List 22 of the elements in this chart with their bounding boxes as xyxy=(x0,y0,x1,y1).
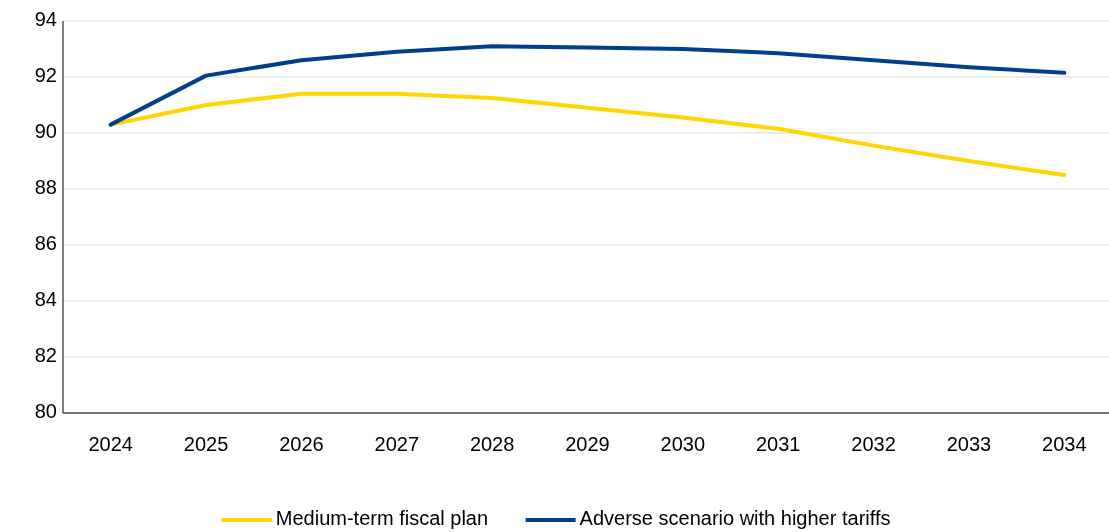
x-tick-label: 2026 xyxy=(279,433,324,455)
legend-label: Adverse scenario with higher tariffs xyxy=(579,507,891,530)
y-tick-label: 86 xyxy=(34,232,57,255)
x-tick-label: 2033 xyxy=(946,433,992,455)
x-tick-label: 2025 xyxy=(183,433,229,455)
line-series xyxy=(108,44,1067,127)
y-tick-label: 88 xyxy=(34,176,57,199)
x-tick-label: 2034 xyxy=(1042,433,1087,455)
y-tick-label: 92 xyxy=(34,64,57,87)
x-tick-label: 2024 xyxy=(88,433,133,455)
y-tick-label: 80 xyxy=(34,400,57,423)
legend-label: Medium-term fiscal plan xyxy=(275,507,489,530)
x-tick-label: 2029 xyxy=(565,433,610,455)
x-tick-label: 2027 xyxy=(374,433,420,455)
y-tick-label: 82 xyxy=(34,344,57,367)
y-tick-label: 94 xyxy=(34,8,57,31)
x-tick-label: 2032 xyxy=(851,433,896,455)
x-tick-label: 2028 xyxy=(469,433,515,455)
x-tick-label: 2031 xyxy=(755,433,801,455)
y-tick-label: 90 xyxy=(34,120,57,143)
x-tick-label: 2030 xyxy=(660,433,706,455)
y-tick-label: 84 xyxy=(34,288,57,311)
